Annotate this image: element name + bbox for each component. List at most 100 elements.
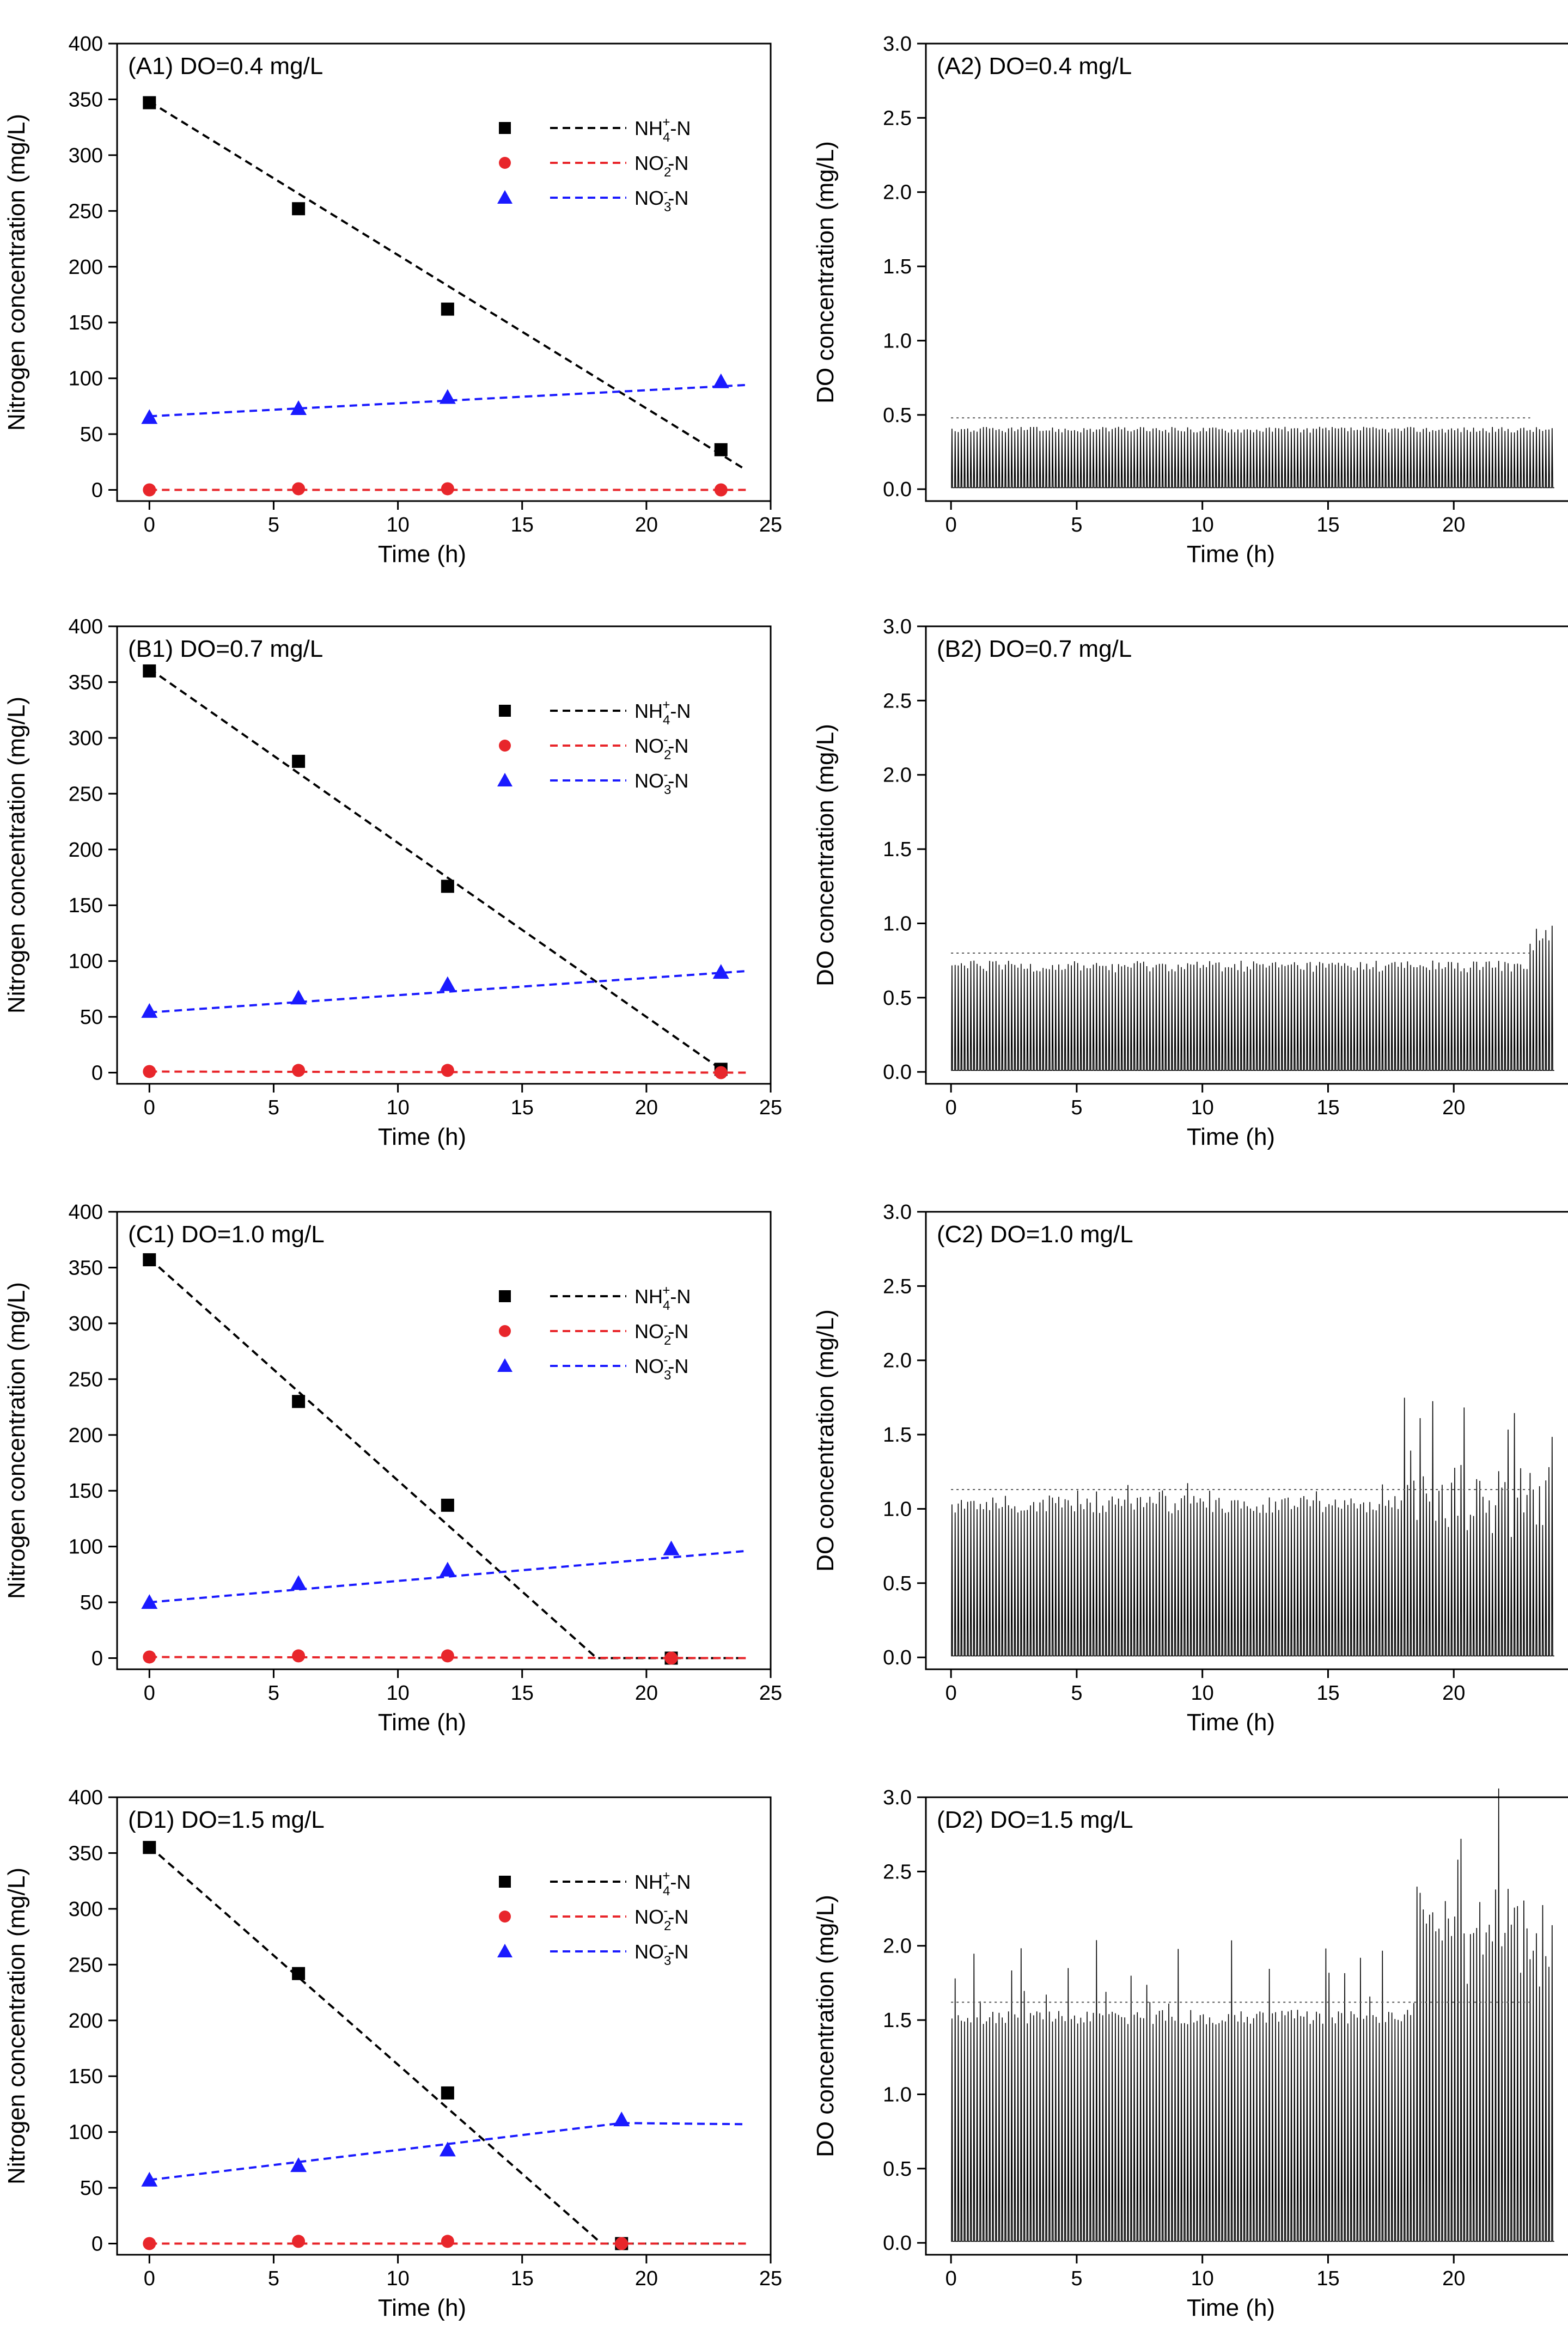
legend-label-sup: + [662, 1283, 670, 1298]
data-point-no3 [141, 1003, 158, 1018]
do-trace [951, 1398, 1554, 1657]
y-tick-label: 1.5 [883, 2009, 912, 2032]
x-tick-label: 5 [1071, 1096, 1082, 1119]
legend-label: NH4+-N [634, 115, 691, 145]
legend-label-sup: - [663, 1903, 668, 1918]
y-tick-label: 150 [69, 2065, 103, 2088]
legend-label-sub: 2 [664, 165, 671, 180]
legend-marker-square [499, 122, 511, 134]
y-axis-label: Nitrogen concentration (mg/L) [3, 1282, 30, 1599]
x-tick-label: 25 [759, 2267, 782, 2290]
x-tick-label: 10 [386, 1096, 409, 1119]
legend-label-main: NH [634, 1871, 663, 1893]
plot-frame [925, 1211, 1568, 1670]
y-tick-label: 3.0 [883, 33, 912, 56]
legend-label-main: NO [634, 1906, 664, 1928]
data-point-no2 [292, 1649, 306, 1663]
x-tick-label: 5 [268, 514, 279, 536]
y-tick-label: 0.5 [883, 2158, 912, 2181]
y-tick-label: 200 [69, 839, 103, 862]
legend-label-sup: + [662, 115, 670, 130]
legend-label-sub: 3 [664, 1954, 671, 1968]
x-axis-label: Time (h) [1187, 1124, 1275, 1150]
data-point-nh4 [714, 443, 728, 456]
x-tick-label: 10 [386, 2267, 409, 2290]
x-tick-label: 5 [1071, 514, 1082, 536]
legend-label: NO2--N [634, 1318, 688, 1348]
y-axis-label: Nitrogen concentration (mg/L) [3, 1868, 30, 2184]
x-axis-label: Time (h) [1187, 1709, 1275, 1736]
legend-label: NO2--N [634, 1903, 688, 1933]
data-point-nh4 [441, 302, 454, 316]
y-tick-label: 0.0 [883, 1061, 912, 1084]
y-tick-label: 200 [69, 2010, 103, 2033]
legend-label-tail: -N [668, 1320, 688, 1342]
x-tick-label: 5 [1071, 1682, 1082, 1705]
legend-label-tail: -N [670, 1871, 691, 1893]
legend-label: NH4+-N [634, 1283, 691, 1313]
data-point-no3 [141, 1594, 158, 1609]
legend-label-main: NO [634, 770, 664, 792]
y-tick-label: 400 [69, 33, 103, 56]
x-axis-label: Time (h) [378, 541, 466, 567]
plot-frame [925, 1796, 1568, 2256]
plot-frame [925, 42, 1568, 502]
y-tick-label: 250 [69, 1954, 103, 1976]
y-tick-label: 350 [69, 671, 103, 694]
legend-label-sub: 3 [664, 200, 671, 215]
legend-label-sup: - [663, 733, 668, 747]
data-point-no2 [143, 1650, 156, 1664]
legend-label-sup: - [663, 767, 668, 782]
panel-title: (C2) DO=1.0 mg/L [937, 1221, 1133, 1248]
y-tick-label: 50 [80, 1591, 103, 1614]
y-axis-label: DO concentration (mg/L) [812, 1895, 839, 2157]
legend-label-main: NO [634, 1355, 664, 1377]
x-tick-label: 0 [945, 514, 957, 536]
do-trace [951, 1788, 1554, 2242]
y-tick-label: 0.0 [883, 2232, 912, 2255]
data-point-no2 [615, 2237, 629, 2250]
data-point-no3 [712, 964, 729, 979]
data-point-no2 [441, 2235, 454, 2248]
y-tick-label: 200 [69, 256, 103, 279]
data-point-nh4 [441, 1498, 454, 1512]
y-tick-label: 0.0 [883, 478, 912, 501]
y-axis-label: Nitrogen concentration (mg/L) [3, 697, 30, 1014]
x-tick-label: 10 [1191, 514, 1214, 536]
x-tick-label: 15 [511, 514, 534, 536]
x-tick-label: 25 [759, 514, 782, 536]
legend-label-main: NH [634, 700, 663, 722]
data-point-no2 [441, 482, 454, 496]
y-tick-label: 0 [91, 1062, 103, 1085]
legend-label-tail: -N [670, 117, 691, 139]
y-tick-label: 1.0 [883, 1498, 912, 1521]
legend-label: NO2--N [634, 733, 688, 762]
x-tick-label: 20 [635, 1096, 658, 1119]
y-tick-label: 3.0 [883, 1786, 912, 1809]
x-tick-label: 20 [1442, 1096, 1465, 1119]
x-tick-label: 0 [945, 2267, 957, 2290]
legend-marker-circle [499, 1911, 511, 1923]
fit-line-square [148, 1258, 746, 1659]
legend-label-sub: 2 [664, 748, 671, 762]
legend-label-sub: 2 [664, 1919, 671, 1933]
x-tick-label: 25 [759, 1682, 782, 1705]
x-tick-label: 15 [511, 2267, 534, 2290]
panel-title: (B1) DO=0.7 mg/L [128, 636, 323, 662]
legend-label-sub: 4 [663, 1884, 670, 1899]
legend-label: NO3--N [634, 1353, 688, 1383]
panel-title: (D1) DO=1.5 mg/L [128, 1807, 325, 1833]
y-axis-label: DO concentration (mg/L) [812, 141, 839, 404]
x-tick-label: 15 [1316, 1096, 1339, 1119]
data-point-no3 [712, 373, 729, 388]
y-tick-label: 1.0 [883, 329, 912, 352]
x-tick-label: 20 [1442, 514, 1465, 536]
data-point-nh4 [143, 96, 156, 109]
data-point-no2 [664, 1651, 678, 1665]
x-axis-label: Time (h) [378, 1709, 466, 1736]
